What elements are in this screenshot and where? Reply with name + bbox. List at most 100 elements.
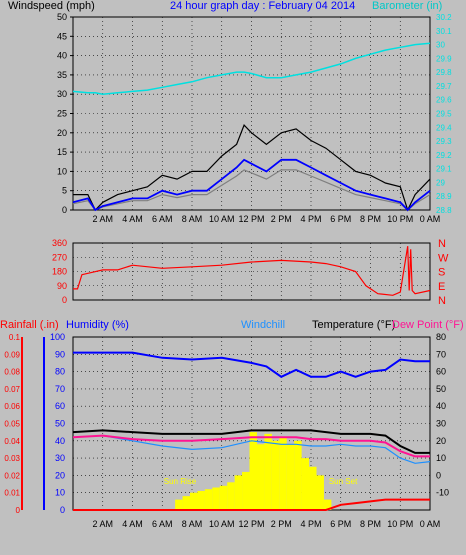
windspeed-series — [72, 158, 431, 212]
temp-y-tick-label: 30 — [436, 419, 446, 429]
dewpoint-label: Dew Point (°F) — [392, 319, 464, 331]
temp-x-tick-label: 0 AM — [420, 519, 441, 529]
wind-x-tick-label: 4 AM — [122, 214, 143, 224]
barometer-y-tick-label: 29.8 — [436, 68, 452, 77]
solar-bar — [219, 485, 228, 510]
temp-y-tick-label: 0 — [436, 470, 441, 480]
wind-y-tick-label: 25 — [57, 109, 67, 119]
solar-bar — [227, 482, 235, 510]
wind-x-tick-label: 6 AM — [152, 214, 173, 224]
solar-bar — [234, 475, 243, 510]
humidity-y-tick-label: 0 — [60, 505, 65, 515]
sunrise-annotation: Sun Rise — [164, 477, 197, 486]
direction-y-tick-label: 270 — [52, 252, 67, 262]
wind-gray-series — [72, 169, 431, 211]
solar-bar — [294, 440, 302, 510]
humidity-y-tick-label: 10 — [55, 488, 65, 498]
rain-y-tick-label: 0.04 — [4, 437, 20, 446]
wind-x-tick-label: 10 PM — [387, 214, 413, 224]
temp-y-tick-label: 40 — [436, 401, 446, 411]
wind-x-tick-label: 6 PM — [330, 214, 351, 224]
wind-y-tick-label: 10 — [57, 166, 67, 176]
wind-y-tick-label: 30 — [57, 89, 67, 99]
barometer-y-tick-label: 30.2 — [436, 13, 452, 22]
humidity-y-tick-label: 100 — [50, 332, 65, 342]
direction-y-tick-label: 90 — [57, 281, 67, 291]
humidity-label: Humidity (%) — [66, 319, 129, 331]
direction-plot-frame — [72, 242, 431, 301]
wind-y-tick-label: 35 — [57, 70, 67, 80]
wind-y-tick-label: 50 — [57, 12, 67, 22]
barometer-y-tick-label: 29 — [436, 178, 445, 187]
temp-x-tick-label: 2 AM — [92, 519, 113, 529]
direction-compass-label: S — [438, 267, 445, 279]
direction-y-tick-label: 360 — [52, 238, 67, 248]
rain-y-tick-label: 0.01 — [4, 489, 20, 498]
direction-compass-label: W — [438, 252, 449, 264]
wind-x-tick-label: 4 PM — [300, 214, 321, 224]
wind-x-tick-label: 8 PM — [360, 214, 381, 224]
rain-y-tick-label: 0.08 — [4, 368, 20, 377]
wind-y-tick-label: 5 — [62, 186, 67, 196]
windchill-series — [72, 434, 431, 464]
temp-x-tick-label: 4 PM — [300, 519, 321, 529]
wind-x-tick-label: 0 AM — [420, 214, 441, 224]
rain-y-tick-label: 0.05 — [4, 420, 20, 429]
solar-bar — [190, 492, 198, 510]
temp-y-tick-label: 20 — [436, 436, 446, 446]
barometer-y-tick-label: 29.7 — [436, 82, 452, 91]
temp-y-tick-label: 10 — [436, 453, 446, 463]
barometer-y-tick-label: 29.3 — [436, 137, 452, 146]
temp-x-tick-label: 2 PM — [271, 519, 292, 529]
solar-bar — [212, 487, 220, 510]
temp-y-tick-label: 60 — [436, 367, 446, 377]
temp-x-tick-label: 10 AM — [209, 519, 235, 529]
direction-y-tick-label: 0 — [62, 295, 67, 305]
wind-x-tick-label: 2 AM — [92, 214, 113, 224]
humidity-y-tick-label: 40 — [55, 436, 65, 446]
direction-compass-label: E — [438, 281, 445, 293]
temp-x-tick-label: 8 PM — [360, 519, 381, 529]
solar-bar — [286, 444, 295, 510]
gust-series — [73, 124, 431, 212]
barometer-y-tick-label: 29.2 — [436, 151, 452, 160]
barometer-y-tick-label: 29.4 — [436, 123, 452, 132]
barometer-y-tick-label: 29.5 — [436, 110, 452, 119]
solar-bar — [309, 466, 317, 510]
temp-x-tick-label: 8 AM — [182, 519, 203, 529]
rain-y-tick-label: 0.09 — [4, 350, 20, 359]
solar-bar — [175, 499, 183, 510]
wind-y-tick-label: 20 — [57, 128, 67, 138]
solar-bar — [242, 471, 250, 510]
barometer-y-tick-label: 29.1 — [436, 165, 452, 174]
wind-x-tick-label: 10 AM — [209, 214, 235, 224]
rain-y-tick-label: 0.06 — [4, 402, 20, 411]
solar-bar — [197, 490, 205, 510]
solar-bar — [256, 444, 265, 510]
wind-x-tick-label: 8 AM — [182, 214, 203, 224]
temp-y-tick-label: 80 — [436, 332, 446, 342]
temp-x-tick-label: 12 PM — [238, 519, 264, 529]
sunset-annotation: Sun Set — [329, 477, 358, 486]
page-title: 24 hour graph day : February 04 2014 — [170, 0, 356, 12]
rainfall-label: Rainfall (.in) — [0, 319, 59, 331]
barometer-y-tick-label: 28.9 — [436, 192, 452, 201]
barometer-series — [72, 42, 431, 95]
humidity-y-tick-label: 80 — [55, 367, 65, 377]
solar-bar — [301, 458, 310, 510]
temperature-series — [72, 429, 430, 454]
wind-y-tick-label: 0 — [62, 205, 67, 215]
barometer-y-tick-label: 30.1 — [436, 27, 452, 36]
solar-bar — [204, 489, 213, 510]
humidity-y-tick-label: 90 — [55, 349, 65, 359]
solar-bar — [323, 499, 332, 510]
rain-y-tick-label: 0.07 — [4, 385, 20, 394]
barometer-y-tick-label: 30 — [436, 41, 445, 50]
solar-bar — [316, 475, 324, 510]
temp-y-tick-label: 70 — [436, 349, 446, 359]
wind-y-tick-label: 45 — [57, 31, 67, 41]
dewpoint-series — [72, 434, 430, 458]
wind-x-tick-label: 2 PM — [271, 214, 292, 224]
humidity-y-tick-label: 20 — [55, 470, 65, 480]
